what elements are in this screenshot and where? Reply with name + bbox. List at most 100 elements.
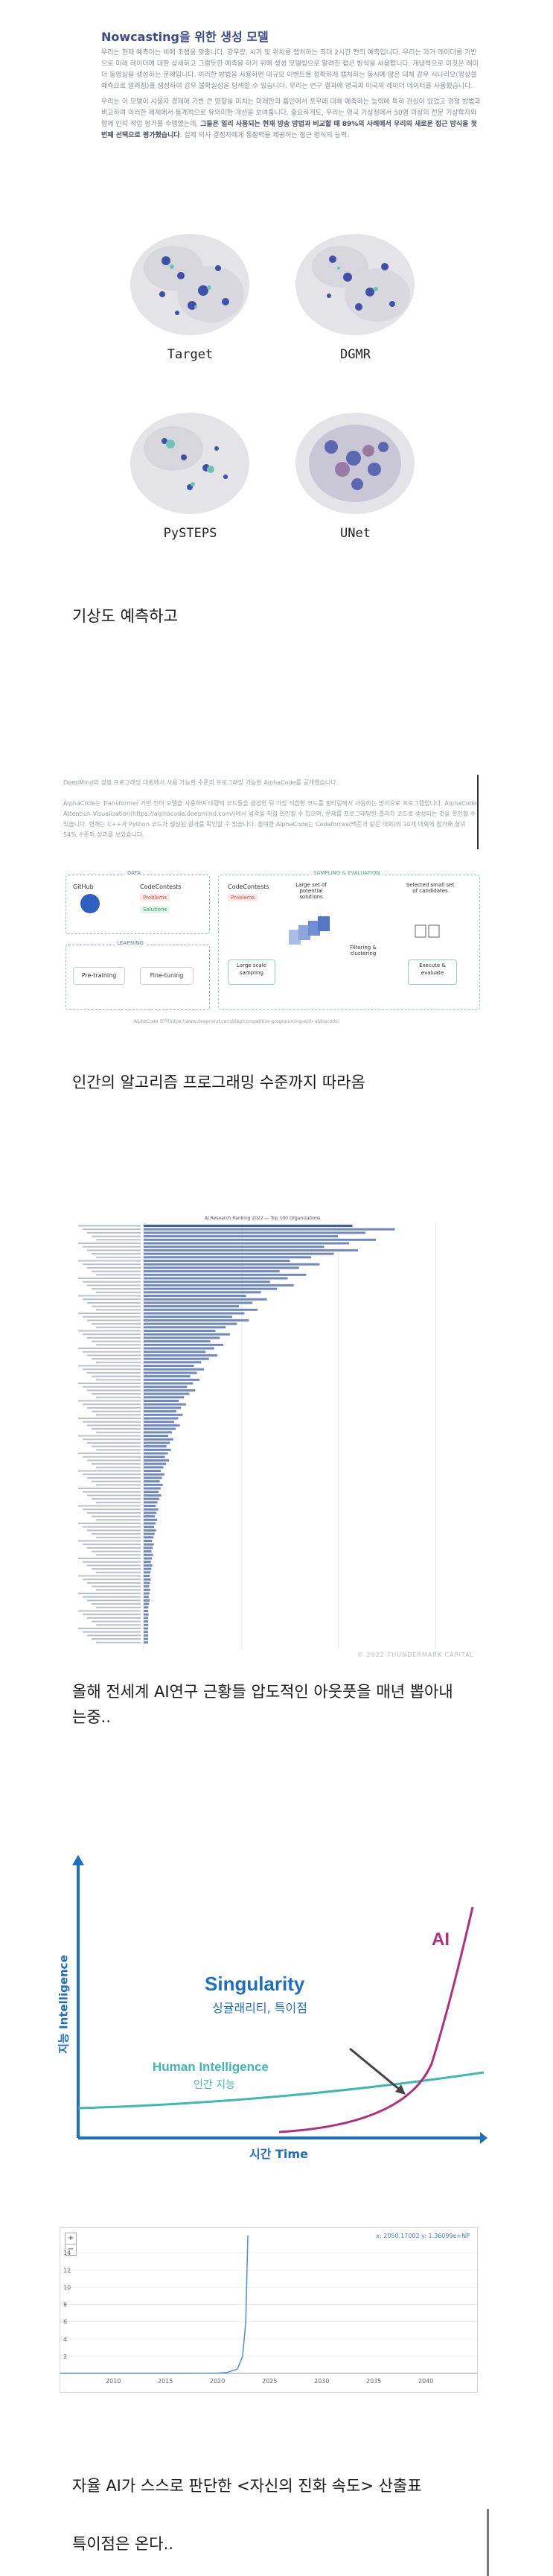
ranking-bar bbox=[144, 1277, 288, 1280]
ranking-label bbox=[96, 1291, 141, 1293]
x-tick-label: 2025 bbox=[262, 2378, 277, 2385]
ranking-label bbox=[83, 1246, 141, 1248]
ranking-label bbox=[83, 1544, 141, 1546]
ranking-bar bbox=[144, 1567, 152, 1570]
evolution-speed-plot: + − x: 2050.17002 y: 1.36099e+NP 2 4 6 8 10 1… bbox=[60, 2227, 478, 2393]
ranking-bar bbox=[144, 1445, 167, 1448]
ranking-bar bbox=[144, 1368, 205, 1371]
ranking-bar bbox=[144, 1483, 163, 1486]
filtering-label: Filtering & clustering bbox=[350, 945, 377, 957]
ranking-label bbox=[96, 1361, 141, 1363]
ranking-bar bbox=[144, 1326, 226, 1329]
ranking-bar bbox=[144, 1371, 197, 1374]
doc-paragraph-2: 우리는 이 모델이 사용자 경제에 기반 큰 영향을 미치는 미래만의 흡인에서… bbox=[101, 97, 481, 142]
singularity-graph bbox=[72, 1855, 488, 2144]
problems-tag: Problems bbox=[140, 894, 170, 901]
learning-label: LEARNING bbox=[115, 940, 146, 946]
ranking-label bbox=[92, 1638, 141, 1640]
ranking-bar bbox=[144, 1637, 148, 1640]
ranking-label bbox=[92, 1253, 141, 1255]
ranking-label bbox=[87, 1511, 141, 1514]
radar-panel-dgmr: DGMR bbox=[287, 223, 424, 375]
ranking-bar bbox=[144, 1571, 151, 1574]
singularity-subtitle: 싱귤래리티, 특이점 bbox=[212, 2001, 307, 2015]
ranking-label bbox=[92, 1428, 141, 1430]
ranking-bar bbox=[144, 1424, 180, 1427]
ranking-label bbox=[78, 1278, 141, 1279]
ranking-bar bbox=[144, 1291, 261, 1294]
codecontests2-label: CodeContests bbox=[228, 883, 269, 890]
ranking-label bbox=[78, 1383, 141, 1384]
ranking-bar bbox=[144, 1260, 290, 1262]
ranking-bar bbox=[144, 1421, 174, 1424]
ranking-bar bbox=[144, 1333, 230, 1336]
ranking-label bbox=[96, 1589, 141, 1591]
ranking-label bbox=[87, 1617, 141, 1619]
ranking-label bbox=[83, 1614, 141, 1616]
caption-singularity-coming: 특이점은 온다.. bbox=[72, 2535, 173, 2553]
ranking-bar bbox=[144, 1242, 350, 1245]
ranking-label bbox=[78, 1470, 141, 1472]
ranking-bar bbox=[144, 1386, 188, 1389]
ranking-bar bbox=[144, 1540, 153, 1542]
ranking-bar bbox=[144, 1529, 156, 1532]
ranking-label bbox=[78, 1243, 141, 1244]
ranking-label bbox=[83, 1579, 141, 1581]
ranking-bar bbox=[144, 1410, 176, 1413]
caption-research-2: 는중.. bbox=[72, 1708, 111, 1726]
y-tick-label: 10 bbox=[63, 2284, 71, 2291]
solutions-stack-icon bbox=[289, 916, 330, 945]
coordinate-readout: x: 2050.17002 y: 1.36099e+NP bbox=[376, 2233, 470, 2239]
ranking-bar bbox=[144, 1592, 150, 1595]
codecontests-label: CodeContests bbox=[140, 883, 182, 890]
panel-label: DGMR bbox=[340, 347, 371, 362]
ranking-bar bbox=[144, 1543, 154, 1546]
ranking-bar bbox=[144, 1550, 152, 1553]
ranking-bar bbox=[144, 1238, 376, 1241]
data-label: DATA bbox=[125, 870, 144, 876]
ranking-bar bbox=[144, 1322, 237, 1325]
ranking-label bbox=[87, 1319, 141, 1322]
ranking-bar bbox=[144, 1340, 211, 1343]
ranking-label bbox=[96, 1326, 141, 1328]
y-tick-label: 2 bbox=[63, 2353, 67, 2360]
ranking-label bbox=[96, 1484, 141, 1486]
ranking-bar bbox=[144, 1522, 156, 1525]
finetuning-box: Fine-tuning bbox=[140, 967, 194, 985]
ranking-bar bbox=[144, 1295, 246, 1297]
ranking-bar bbox=[144, 1511, 157, 1514]
ranking-label bbox=[78, 1610, 141, 1612]
ranking-bar bbox=[144, 1557, 153, 1560]
ranking-label bbox=[96, 1379, 141, 1381]
zoom-out-button[interactable]: − bbox=[65, 2244, 77, 2256]
alphacode-intro: DeepMind의 경쟁 프로그래밍 대회에서 사용 가능한 수준의 프로그래밍… bbox=[63, 779, 339, 786]
ranking-label bbox=[92, 1568, 141, 1570]
ranking-label bbox=[96, 1554, 141, 1556]
ranking-label bbox=[92, 1410, 141, 1412]
ranking-label bbox=[87, 1494, 141, 1497]
doc-paragraph-2-bold: 그들은 일리 사용되는 현재 방송 방법과 비교할 때 89%의 사례에서 우리… bbox=[101, 121, 477, 139]
ranking-bar bbox=[144, 1634, 148, 1637]
caption-research-1: 올해 전세계 AI연구 근황들 압도적인 아웃풋을 매년 뽑아내 bbox=[72, 1683, 453, 1701]
panel-label: UNet bbox=[340, 526, 371, 541]
x-tick-label: 2010 bbox=[106, 2378, 121, 2385]
ranking-bar bbox=[144, 1588, 150, 1591]
ranking-bar bbox=[144, 1459, 169, 1462]
ranking-bar bbox=[144, 1396, 185, 1399]
pretraining-box: Pre-training bbox=[73, 967, 125, 985]
ranking-bar bbox=[144, 1298, 267, 1301]
ranking-bar bbox=[144, 1466, 164, 1469]
panel-label: PySTEPS bbox=[163, 526, 217, 541]
singularity-illustration: Singularity 싱귤래리티, 특이점 AI Human Intellig… bbox=[56, 1855, 488, 2168]
ranking-bar bbox=[144, 1256, 312, 1259]
ranking-label bbox=[87, 1389, 141, 1392]
y-tick-label: 4 bbox=[63, 2336, 67, 2343]
ranking-label bbox=[92, 1305, 141, 1307]
ai-label: AI bbox=[432, 1929, 450, 1950]
ranking-bar bbox=[144, 1252, 334, 1255]
ranking-label bbox=[78, 1540, 141, 1542]
ranking-label bbox=[92, 1533, 141, 1535]
ranking-bar bbox=[144, 1641, 148, 1644]
ranking-bar bbox=[144, 1301, 253, 1304]
ranking-label bbox=[78, 1365, 141, 1367]
